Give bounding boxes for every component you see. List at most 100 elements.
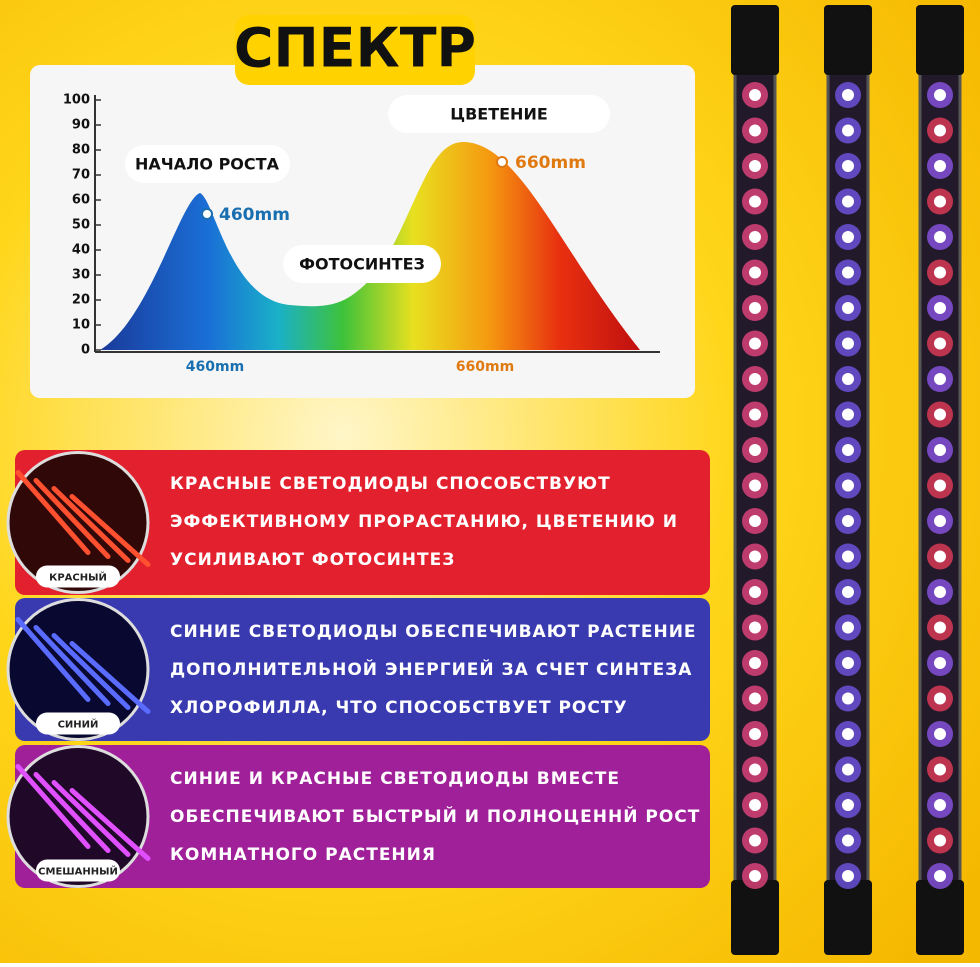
led <box>842 89 854 101</box>
led <box>842 231 854 243</box>
label-box <box>125 145 290 183</box>
peak-label: 460mm <box>219 205 290 225</box>
led <box>934 266 946 279</box>
led <box>749 763 761 776</box>
photo-strip <box>51 633 131 710</box>
bloom-label: ЦВЕТЕНИЕ <box>450 105 548 124</box>
label-box <box>388 95 610 133</box>
led <box>934 337 946 350</box>
panel-text: ДОПОЛНИТЕЛЬНОЙ ЭНЕРГИЕЙ ЗА СЧЕТ СИНТЕЗА <box>170 658 692 680</box>
led <box>842 799 854 811</box>
photo-strip <box>15 764 91 849</box>
led <box>749 621 761 634</box>
led <box>749 799 761 811</box>
led <box>749 160 761 172</box>
led <box>842 444 854 456</box>
led <box>749 195 761 208</box>
led <box>842 586 854 598</box>
led <box>842 337 854 350</box>
led <box>842 870 854 882</box>
tag-label: СИНИЙ <box>58 718 99 731</box>
y-tick-label: 20 <box>72 293 90 308</box>
led <box>842 728 854 740</box>
led <box>842 266 854 279</box>
led <box>934 621 946 634</box>
led <box>934 870 946 882</box>
tag-pill <box>36 859 120 882</box>
photo-strip <box>15 470 91 555</box>
y-tick-label: 50 <box>72 218 90 233</box>
led <box>842 834 854 847</box>
panel-text: СИНИЕ И КРАСНЫЕ СВЕТОДИОДЫ ВМЕСТЕ <box>170 769 620 789</box>
x-label: 660mm <box>456 359 514 375</box>
led <box>842 195 854 208</box>
y-tick-label: 80 <box>72 143 90 158</box>
y-tick-label: 90 <box>72 118 90 133</box>
led <box>842 373 854 385</box>
led <box>934 231 946 243</box>
panel-text: УСИЛИВАЮТ ФОТОСИНТЕЗ <box>170 550 455 570</box>
led <box>934 89 946 101</box>
led <box>934 586 946 598</box>
photo-strip <box>69 494 151 567</box>
y-tick-label: 10 <box>72 318 90 333</box>
led <box>934 692 946 705</box>
tag-pill <box>36 712 120 735</box>
led <box>842 479 854 492</box>
peak-label: 660mm <box>515 153 586 173</box>
photo-strip <box>33 772 111 853</box>
led <box>934 515 946 527</box>
led <box>934 834 946 847</box>
led <box>749 870 761 882</box>
panel-text: КРАСНЫЕ СВЕТОДИОДЫ СПОСОБСТВУЮТ <box>170 474 611 494</box>
lamps <box>731 5 964 955</box>
led <box>749 337 761 350</box>
y-tick-label: 100 <box>63 93 90 108</box>
title-box <box>235 15 475 85</box>
led <box>749 515 761 527</box>
led <box>934 444 946 456</box>
led <box>934 550 946 563</box>
x-label: 460mm <box>186 359 244 375</box>
led <box>934 408 946 421</box>
led <box>749 479 761 492</box>
panel-text: СИНИЕ СВЕТОДИОДЫ ОБЕСПЕЧИВАЮТ РАСТЕНИЕ <box>170 622 697 642</box>
photo-strip <box>33 625 111 706</box>
led <box>749 692 761 705</box>
panel-text: ЭФФЕКТИВНОМУ ПРОРАСТАНИЮ, ЦВЕТЕНИЮ И <box>170 512 678 532</box>
photo-strip <box>33 478 111 559</box>
tag-pill <box>36 565 120 588</box>
label-box <box>283 245 441 283</box>
led <box>842 621 854 634</box>
lamp-cap <box>731 5 779 75</box>
panel-text: ОБЕСПЕЧИВАЮТ БЫСТРЫЙ И ПОЛНОЦЕННЙ РОСТ <box>170 805 700 827</box>
y-tick-label: 0 <box>81 343 90 358</box>
led <box>934 302 946 314</box>
y-tick-label: 70 <box>72 168 90 183</box>
led <box>934 124 946 137</box>
led <box>842 763 854 776</box>
led <box>842 515 854 527</box>
lamp-cap <box>824 880 872 955</box>
peak-point <box>496 156 508 168</box>
led <box>749 834 761 847</box>
led <box>749 657 761 669</box>
led <box>934 479 946 492</box>
photo-strip <box>15 617 91 702</box>
led <box>842 124 854 137</box>
led <box>934 195 946 208</box>
panel <box>15 745 710 888</box>
lamp-cap <box>916 5 964 75</box>
led <box>749 373 761 385</box>
led <box>934 799 946 811</box>
lamp-cap <box>731 880 779 955</box>
led <box>842 692 854 705</box>
tag-label: СМЕШАННЫЙ <box>38 865 118 878</box>
led <box>934 160 946 172</box>
panel-text: ХЛОРОФИЛЛА, ЧТО СПОСОБСТВУЕТ РОСТУ <box>170 698 628 718</box>
photo-strip <box>51 486 131 563</box>
lamp-cap <box>916 880 964 955</box>
led <box>749 444 761 456</box>
growth-label: НАЧАЛО РОСТА <box>135 155 280 174</box>
